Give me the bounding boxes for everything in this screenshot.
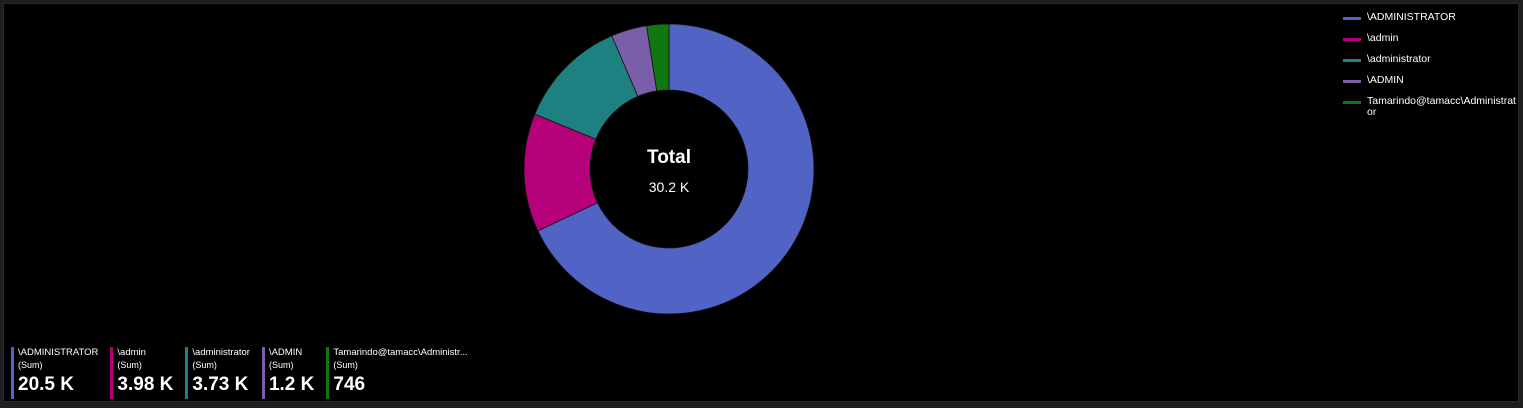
donut-center-value: 30.2 K [649, 179, 690, 195]
tile-name: \ADMINISTRATOR [18, 347, 99, 358]
tile-name: Tamarindo@tamacc\Administr... [333, 347, 468, 358]
donut-center-title: Total [647, 147, 691, 168]
kpi-tile[interactable]: \administrator (Sum) 3.73 K [185, 347, 250, 399]
legend-item-0[interactable]: \ADMINISTRATOR [1343, 12, 1523, 23]
tile-aggregation: (Sum) [268, 360, 294, 370]
legend-label: \admin [1367, 32, 1399, 44]
tile-value: 3.98 K [117, 374, 174, 395]
tile-name: \administrator [192, 347, 250, 358]
kpi-tile[interactable]: Tamarindo@tamacc\Administr... (Sum) 746 [326, 347, 468, 399]
donut-slice-4[interactable] [646, 23, 670, 92]
tile-color-bar [11, 347, 14, 399]
legend-item-4[interactable]: Tamarindo@tamacc\Administrator [1343, 96, 1523, 118]
tile-value: 746 [333, 374, 366, 395]
tile-name: \admin [117, 347, 146, 358]
legend-item-1[interactable]: \admin [1343, 33, 1523, 44]
tile-aggregation: (Sum) [333, 360, 358, 370]
legend-swatch [1343, 38, 1361, 41]
legend-label: \ADMIN [1367, 74, 1404, 86]
tile-value: 1.2 K [268, 374, 315, 395]
tile-value: 20.5 K [18, 374, 74, 395]
legend-swatch [1343, 101, 1361, 104]
tile-aggregation: (Sum) [117, 360, 142, 370]
chart-legend: \ADMINISTRATOR \admin \administrator \AD… [1343, 12, 1523, 128]
kpi-tiles: \ADMINISTRATOR (Sum) 20.5 K \admin (Sum)… [11, 347, 480, 399]
tile-aggregation: (Sum) [192, 360, 217, 370]
legend-label: \administrator [1367, 53, 1431, 65]
tile-name: \ADMIN [268, 347, 303, 358]
legend-swatch [1343, 17, 1361, 20]
legend-item-3[interactable]: \ADMIN [1343, 75, 1523, 86]
tile-value: 3.73 K [192, 374, 249, 395]
legend-label: \ADMINISTRATOR [1367, 11, 1456, 23]
tile-color-bar [261, 347, 265, 399]
kpi-tile[interactable]: \ADMINISTRATOR (Sum) 20.5 K [11, 347, 98, 399]
legend-swatch [1343, 80, 1361, 83]
tile-color-bar [326, 347, 330, 399]
legend-item-2[interactable]: \administrator [1343, 54, 1523, 65]
legend-label: Tamarindo@tamacc\Administrator [1367, 95, 1516, 118]
legend-swatch [1343, 59, 1361, 62]
kpi-tile[interactable]: \ADMIN (Sum) 1.2 K [261, 347, 315, 399]
tile-aggregation: (Sum) [18, 360, 43, 370]
donut-slice-0[interactable] [537, 23, 815, 315]
tile-color-bar [185, 347, 189, 399]
donut-chart: Total 30.2 K [523, 23, 815, 315]
kpi-tile[interactable]: \admin (Sum) 3.98 K [110, 347, 173, 399]
chart-panel: Total 30.2 K \ADMINISTRATOR \admin \admin… [3, 3, 1519, 402]
tile-color-bar [110, 347, 114, 399]
